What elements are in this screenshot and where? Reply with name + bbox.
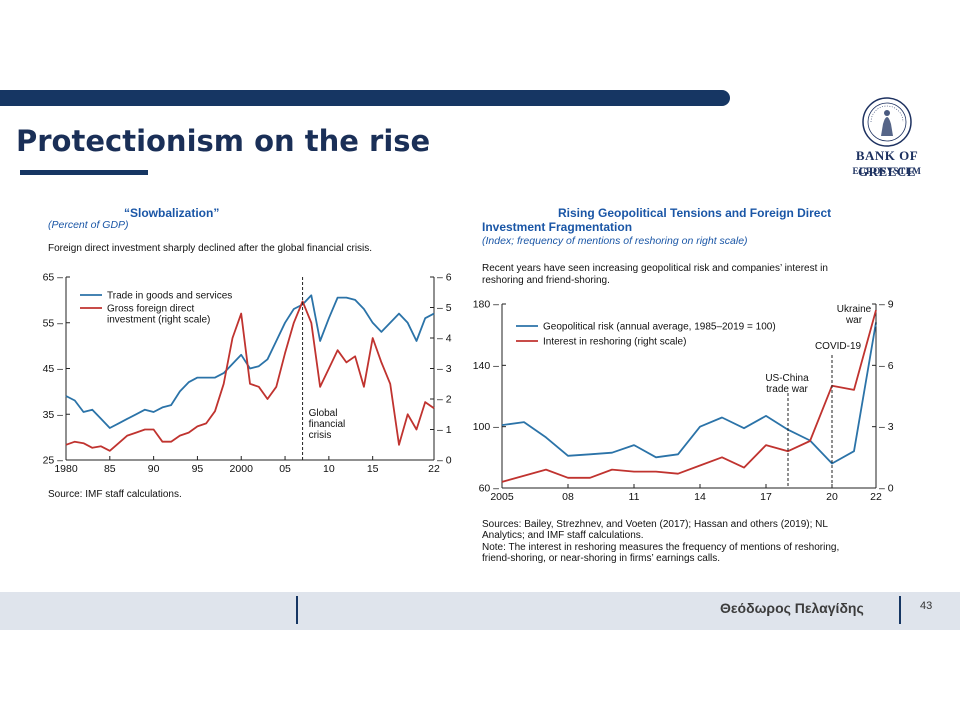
footer-band: [0, 592, 960, 630]
chart2-y2-tick-label: – 9: [879, 299, 894, 311]
bank-subtitle: EUROSYSTEM: [852, 166, 922, 176]
footer-separator: [296, 596, 298, 624]
chart2-legend-label: Interest in reshoring (right scale): [543, 337, 686, 348]
chart2-x-tick-label: 22: [870, 491, 882, 503]
chart1-legend-label: investment (right scale): [107, 315, 210, 326]
chart2-title-line2: Investment Fragmentation: [482, 220, 633, 234]
chart1-x-tick-label: 1980: [54, 463, 78, 475]
chart1-y2-tick-label: – 5: [437, 302, 452, 314]
chart2-x-tick-label: 17: [760, 491, 772, 503]
chart1-legend-label: Gross foreign direct: [107, 304, 194, 315]
chart1-x-tick-label: 90: [148, 463, 160, 475]
chart1-y-tick-label: 25 –: [43, 455, 64, 467]
chart1-x-tick-label: 95: [192, 463, 204, 475]
chart2-x-tick-label: 11: [629, 491, 640, 503]
chart1-y2-tick-label: – 2: [437, 394, 452, 406]
chart1-x-tick-label: 22: [428, 463, 440, 475]
chart1-series-line-2: [65, 300, 435, 452]
chart1-annotation-label: financial: [309, 419, 346, 430]
chart2-y-tick-label: 140 –: [473, 360, 499, 372]
chart2-series-line-2: [501, 309, 877, 483]
chart2-annotation-label: trade war: [766, 384, 808, 395]
chart1-y-tick-label: 65 –: [43, 272, 64, 284]
chart2-plot: 60 – 100 – 140 – 180 – – 0 – 3 – 6 – 9 2005 08 11 1…: [473, 299, 894, 504]
chart2-title-line1: Rising Geopolitical Tensions and Foreign…: [558, 206, 832, 220]
chart1-y2-tick-label: – 0: [437, 455, 452, 467]
chart1-series-line-1: [65, 294, 435, 429]
chart1-x-tick-label: 05: [279, 463, 291, 475]
chart2-x-tick-label: 20: [826, 491, 838, 503]
bank-seal-icon: [862, 97, 912, 147]
chart1-x-tick-label: 15: [367, 463, 379, 475]
chart2-y2-tick-label: – 6: [879, 360, 894, 372]
chart2-annotation-label: US-China: [765, 373, 809, 384]
chart2-description-line1: Recent years have seen increasing geopol…: [482, 263, 828, 274]
footer-separator: [899, 596, 901, 624]
chart2-annotation-label: COVID-19: [815, 341, 862, 352]
chart1-x-tick-label: 85: [104, 463, 116, 475]
chart1-legend-label: Trade in goods and services: [107, 291, 232, 302]
footer-author: Θεόδωρος Πελαγίδης: [720, 600, 864, 616]
chart1-source: Source: IMF staff calculations.: [48, 489, 182, 500]
chart1-annotation-label: Global: [309, 408, 338, 419]
chart2-y-tick-label: 100 –: [473, 421, 499, 433]
chart1-x-tick-label: 2000: [230, 463, 254, 475]
chart1-y-tick-label: 45 –: [43, 363, 64, 375]
chart1-plot: 25 – 35 – 45 – 55 – 65 – – 0 – 1 – 2 – 3 – 4 – 5 – …: [43, 272, 452, 476]
chart1-y2-tick-label: – 6: [437, 272, 452, 284]
chart2-y-tick-label: 180 –: [473, 299, 499, 311]
chart2-source-line1: Sources: Bailey, Strezhnev, and Voeten (…: [482, 519, 828, 530]
chart2-annotation-label: Ukraine: [837, 304, 872, 315]
chart1-description: Foreign direct investment sharply declin…: [48, 243, 373, 254]
chart1-y-tick-label: 55 –: [43, 317, 64, 329]
chart1-y2-tick-label: – 3: [437, 363, 452, 375]
chart1-annotation-label: crisis: [309, 430, 332, 441]
chart1-x-tick-label: 10: [323, 463, 335, 475]
chart1-y-tick-label: 35 –: [43, 409, 64, 421]
chart2-x-tick-label: 14: [694, 491, 706, 503]
chart1-y2-tick-label: – 4: [437, 333, 452, 345]
chart2-legend-label: Geopolitical risk (annual average, 1985–…: [543, 322, 776, 333]
header-bar: [0, 90, 730, 106]
chart2-y2-tick-label: – 0: [879, 483, 894, 495]
chart2-source-line2: Analytics; and IMF staff calculations.: [482, 530, 644, 541]
chart1-y2-tick-label: – 1: [437, 424, 452, 436]
title-underline: [20, 170, 148, 175]
chart2-y-tick-label: 60 –: [479, 483, 500, 495]
chart2-description-line2: reshoring and friend-shoring.: [482, 275, 610, 286]
slide-title: Protectionism on the rise: [16, 124, 431, 158]
chart2-x-tick-label: 2005: [490, 491, 514, 503]
bank-logo: BANK OF GREECE EUROSYSTEM: [828, 96, 946, 180]
chart1-subtitle: (Percent of GDP): [48, 219, 129, 231]
chart2-source-line3: Note: The interest in reshoring measures…: [482, 542, 840, 553]
bank-name: BANK OF GREECE: [855, 148, 919, 179]
page-number: 43: [920, 600, 933, 612]
chart2-annotation-label: war: [845, 315, 863, 326]
chart2-source-line4: friend-shoring, or near-shoring in firms…: [482, 553, 721, 564]
chart1-title: “Slowbalization”: [124, 206, 220, 220]
chart2-series-line-1: [501, 322, 877, 465]
chart2-x-tick-label: 08: [562, 491, 574, 503]
chart2-subtitle: (Index; frequency of mentions of reshori…: [482, 235, 748, 247]
chart2-y2-tick-label: – 3: [879, 421, 894, 433]
